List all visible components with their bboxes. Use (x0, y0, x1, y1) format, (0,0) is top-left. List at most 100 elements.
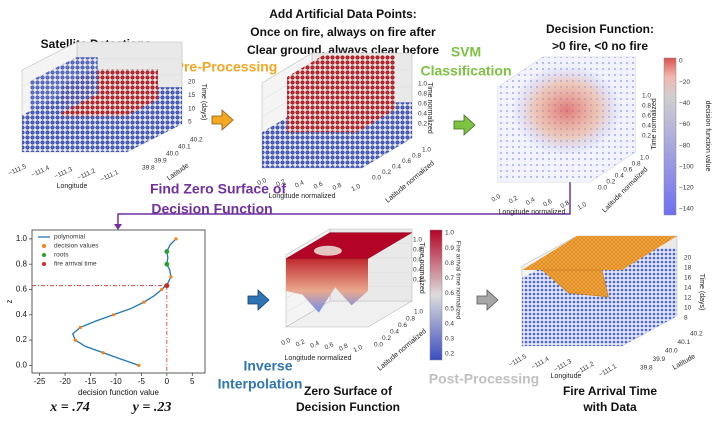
axis-label: Latitude (672, 353, 697, 372)
lat-tick-label: 0.6 (398, 322, 407, 329)
surface (541, 269, 609, 298)
arrow-head (114, 224, 122, 230)
x-axis-label: decision function value (78, 388, 159, 397)
lat-tick-label: 39.8 (640, 365, 653, 372)
point (169, 275, 173, 279)
point (164, 249, 170, 254)
lat-tick-label: 0.4 (615, 173, 624, 180)
step-label: Post-Processing (429, 371, 539, 387)
lat-tick-label: 0.0 (598, 185, 607, 192)
y-tick-label: 0.6 (16, 285, 28, 294)
lon-tick-label: 0.6 (542, 198, 554, 209)
lon-tick-label: 1.0 (352, 344, 363, 354)
axis-label: Time normalized (418, 242, 425, 294)
arrow (247, 289, 270, 311)
lon-tick-label: −111.3 (53, 166, 74, 181)
step-label: Decision Function (151, 201, 272, 217)
z-tick-label: 10 (684, 305, 692, 312)
lon-tick-label: −111.1 (99, 169, 120, 184)
z-tick-label: 15 (188, 92, 196, 99)
panel-title: Fire Arrival Time (563, 384, 657, 398)
lat-tick-label: 0.0 (374, 342, 383, 349)
plot-frame (31, 229, 206, 374)
lon-tick-label: 0.8 (559, 199, 571, 210)
step-label: Inverse (243, 358, 292, 374)
point (164, 283, 170, 289)
lon-tick-label: −111.4 (30, 164, 51, 179)
z-tick-label: 0.8 (413, 247, 422, 254)
step-label: Find Zero Surface of (150, 181, 286, 197)
colorbar-tick-label: 0.7 (445, 275, 454, 282)
lon-tick-label: 0.2 (275, 178, 286, 188)
z-tick-label: 0.2 (413, 277, 422, 284)
x-tick-label: 0 (165, 377, 170, 386)
step-label: Pre-Processing (175, 59, 278, 75)
lat-tick-label: 0.4 (392, 164, 401, 171)
z-tick-label: 20 (684, 255, 692, 262)
surface (522, 236, 677, 270)
axis-label: Longitude normalized (285, 355, 352, 362)
z-tick-label: 1.0 (642, 93, 651, 100)
z-tick-label: 0.4 (642, 123, 651, 130)
z-tick-label: 0.4 (413, 267, 422, 274)
colorbar-tick-label: 1.0 (445, 230, 454, 237)
arrow (476, 289, 499, 311)
point-cloud (30, 57, 98, 118)
point (164, 261, 170, 267)
lon-tick-label: −111.5 (7, 163, 28, 178)
point (174, 237, 178, 241)
lon-tick-label: 0.6 (324, 341, 335, 351)
lat-tick-label: 0.8 (412, 152, 421, 159)
panel-title: Decision Function (296, 400, 400, 414)
lat-tick-label: 0.2 (382, 169, 391, 176)
point (111, 313, 116, 317)
axis-label: Longitude (57, 183, 88, 190)
y-tick-label: 0.8 (16, 259, 28, 268)
x-tick-label: -10 (110, 377, 122, 386)
colorbar (663, 57, 677, 216)
lon-tick-label: 0.4 (525, 196, 537, 207)
lat-tick-label: 0.4 (390, 329, 399, 336)
z-tick-label: 0.2 (642, 133, 651, 140)
colorbar-tick-label: −120 (679, 185, 694, 192)
lat-tick-label: 0.2 (382, 335, 391, 342)
lat-tick-label: 0.8 (632, 161, 641, 168)
lon-tick-label: 1.0 (350, 183, 361, 193)
step-label: SVM (451, 44, 481, 60)
colorbar-tick-label: 0.4 (445, 320, 454, 327)
colorbar (429, 229, 443, 361)
colorbar-tick-label: −100 (679, 163, 694, 170)
lat-tick-label: 39.9 (653, 356, 666, 363)
lon-tick-label: 0.6 (313, 180, 324, 190)
lon-tick-label: 0.2 (295, 338, 306, 348)
y-tick-label: 0.2 (16, 335, 28, 344)
z-tick-label: 0.6 (418, 101, 427, 108)
lat-tick-label: 1.0 (422, 147, 431, 154)
z-tick-label: 14 (684, 285, 692, 292)
colorbar-tick-label: 0.9 (445, 245, 454, 252)
lat-tick-label: 1.0 (414, 309, 423, 316)
z-tick-label: 20 (188, 79, 196, 86)
z-tick-label: 0.6 (413, 257, 422, 264)
point (160, 287, 164, 292)
colorbar-tick-label: −140 (679, 206, 694, 213)
legend-label: roots (54, 252, 69, 259)
z-tick-label: 0.6 (642, 113, 651, 120)
legend-label: polynomial (54, 234, 86, 241)
z-tick-label: 0.8 (418, 91, 427, 98)
lon-tick-label: 0.2 (508, 195, 520, 206)
lon-tick-label: 0.0 (280, 337, 291, 347)
y-axis-label: z (5, 300, 14, 304)
axis-label: Time (days) (200, 84, 207, 121)
lon-tick-label: −111.5 (508, 353, 528, 369)
x-tick-label: -25 (34, 377, 46, 386)
axis-label: Time normalized (426, 82, 433, 134)
surface (313, 245, 342, 256)
axis-label: Longitude normalized (499, 209, 566, 216)
z-tick-label: 0.8 (642, 103, 651, 110)
point (142, 300, 146, 304)
z-tick-label: 1.0 (413, 237, 422, 244)
point (78, 325, 82, 330)
panel-title: Decision Function: (546, 22, 654, 36)
y-tick-label: 1.0 (16, 234, 28, 243)
